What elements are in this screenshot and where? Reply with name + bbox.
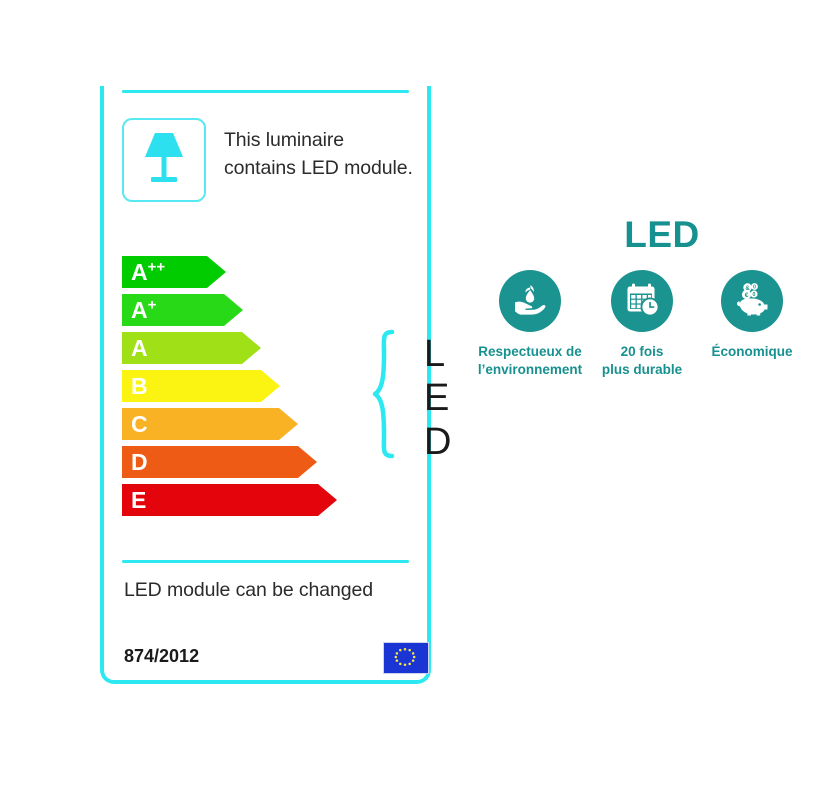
energy-class-label: A+ — [131, 295, 157, 323]
luminaire-notice: This luminaire contains LED module. — [122, 118, 413, 202]
benefit-durability-caption: 20 fois plus durable — [590, 343, 694, 379]
energy-label-card: This luminaire contains LED module. A++ A… — [100, 86, 451, 684]
benefits-list: Respectueux de l’environnement — [470, 270, 810, 379]
energy-class-bar-a: A — [122, 332, 352, 364]
energy-class-bar-tip — [261, 370, 280, 402]
energy-class-bar-aplus: A+ — [122, 294, 352, 326]
energy-class-bar-body: C — [122, 408, 279, 440]
benefit-environment-caption: Respectueux de l’environnement — [470, 343, 590, 379]
energy-class-bar-e: E — [122, 484, 352, 516]
energy-class-label: D — [131, 448, 148, 475]
led-letters: L E D — [424, 331, 451, 463]
energy-class-bar-body: B — [122, 370, 261, 402]
benefit-durability: 20 fois plus durable — [590, 270, 694, 379]
benefit-durability-line1: 20 fois — [620, 344, 664, 359]
energy-class-bar-b: B — [122, 370, 352, 402]
piggy-bank-icon-circle: & 0 € 0 — [721, 270, 783, 332]
energy-class-bar-body: A — [122, 332, 242, 364]
energy-class-bar-tip — [242, 332, 261, 364]
energy-class-label: A++ — [131, 257, 166, 285]
energy-class-bar-shape: D — [122, 446, 317, 478]
top-divider — [122, 90, 409, 93]
svg-text:0: 0 — [753, 292, 756, 298]
benefit-environment: Respectueux de l’environnement — [470, 270, 590, 379]
benefit-economy: & 0 € 0 Économique — [694, 270, 810, 361]
benefits-title: LED — [624, 214, 700, 255]
energy-class-label: B — [131, 372, 148, 399]
energy-class-label-superscript: ++ — [147, 257, 166, 275]
svg-text:&: & — [745, 286, 750, 292]
led-letter-l: L — [424, 333, 446, 375]
energy-class-bar-body: E — [122, 484, 318, 516]
luminaire-text-line1: This luminaire — [224, 129, 344, 151]
led-letter-e: E — [424, 377, 450, 419]
luminaire-text-line2: contains LED module. — [224, 156, 413, 179]
lamp-icon-box — [122, 118, 206, 202]
benefit-durability-line2: plus durable — [601, 361, 683, 377]
energy-class-bar-tip — [207, 256, 226, 288]
energy-class-bar-aplusplus: A++ — [122, 256, 352, 288]
energy-class-bar-shape: A+ — [122, 294, 243, 326]
energy-class-bar-tip — [318, 484, 337, 516]
energy-class-bar-c: C — [122, 408, 352, 440]
svg-text:€: € — [745, 292, 749, 299]
energy-class-scale: A++ A+ A B C D E — [122, 256, 352, 522]
calendar-clock-icon — [621, 278, 663, 325]
bottom-divider — [122, 560, 409, 563]
energy-class-bar-d: D — [122, 446, 352, 478]
luminaire-text: This luminaire contains LED module. — [224, 118, 413, 182]
led-letter-d: D — [424, 421, 452, 463]
benefit-environment-line1: Respectueux de — [478, 344, 582, 359]
energy-class-label-superscript: + — [147, 295, 157, 313]
energy-class-bar-shape: A — [122, 332, 261, 364]
brace-icon — [372, 329, 402, 459]
benefits-panel: LED Respectueux de l’environnement — [470, 214, 810, 379]
energy-class-bar-shape: A++ — [122, 256, 226, 288]
energy-class-bar-shape: E — [122, 484, 337, 516]
energy-class-bar-tip — [298, 446, 317, 478]
benefit-economy-line1: Économique — [711, 344, 793, 359]
calendar-clock-icon-circle — [611, 270, 673, 332]
led-changeable-text: LED module can be changed — [124, 579, 374, 601]
energy-class-label: E — [131, 486, 147, 513]
energy-class-bar-shape: B — [122, 370, 280, 402]
energy-class-label: A — [131, 334, 148, 361]
hand-with-plant-icon — [509, 278, 551, 325]
eu-flag-icon — [383, 642, 429, 674]
benefit-environment-line2: l’environnement — [477, 361, 583, 377]
energy-class-bar-tip — [224, 294, 243, 326]
regulation-number: 874/2012 — [124, 646, 200, 666]
energy-class-bar-body: A+ — [122, 294, 224, 326]
svg-text:0: 0 — [753, 284, 756, 290]
hand-with-plant-icon-circle — [499, 270, 561, 332]
energy-class-bar-shape: C — [122, 408, 298, 440]
energy-class-label: C — [131, 410, 148, 437]
benefit-economy-caption: Économique — [694, 343, 810, 361]
table-lamp-icon — [138, 129, 190, 192]
energy-class-bar-body: D — [122, 446, 298, 478]
energy-class-bar-body: A++ — [122, 256, 207, 288]
piggy-bank-icon: & 0 € 0 — [731, 278, 773, 325]
energy-class-bar-tip — [279, 408, 298, 440]
